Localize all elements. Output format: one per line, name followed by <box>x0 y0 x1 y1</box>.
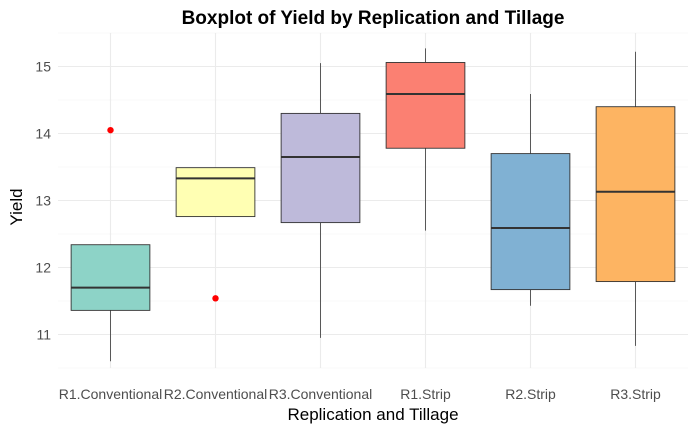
box-group <box>595 51 676 346</box>
x-tick-label: R2.Conventional <box>164 386 268 402</box>
box <box>490 153 571 291</box>
box <box>385 62 466 149</box>
box <box>70 244 151 311</box>
y-tick-label: 13 <box>35 193 51 209</box>
x-tick-label: R2.Strip <box>505 386 556 402</box>
x-axis-title: Replication and Tillage <box>287 405 458 424</box>
box-group <box>490 93 571 306</box>
outlier-point <box>107 126 114 134</box>
y-tick-label: 12 <box>35 260 51 276</box>
box <box>595 106 676 283</box>
x-tick-labels: R1.Conventional R2.Conventional R3.Convent… <box>59 386 661 402</box>
y-tick-label: 15 <box>35 59 51 75</box>
y-tick-label: 11 <box>36 327 51 343</box>
box-group <box>70 126 151 362</box>
box-group <box>175 167 256 302</box>
x-tick-label: R1.Strip <box>400 386 451 402</box>
x-tick-label: R3.Strip <box>610 386 661 402</box>
box-group <box>385 48 466 231</box>
x-tick-label: R3.Conventional <box>269 386 373 402</box>
boxes <box>70 48 676 362</box>
chart-title: Boxplot of Yield by Replication and Till… <box>182 8 565 29</box>
box <box>175 167 256 218</box>
x-tick-label: R1.Conventional <box>59 386 163 402</box>
outlier-point <box>212 295 219 302</box>
box <box>280 112 361 224</box>
y-axis-title: Yield <box>7 188 26 225</box>
y-tick-label: 14 <box>35 126 51 142</box>
box-group <box>280 63 361 338</box>
y-tick-labels: 11 12 13 14 15 <box>35 59 51 343</box>
